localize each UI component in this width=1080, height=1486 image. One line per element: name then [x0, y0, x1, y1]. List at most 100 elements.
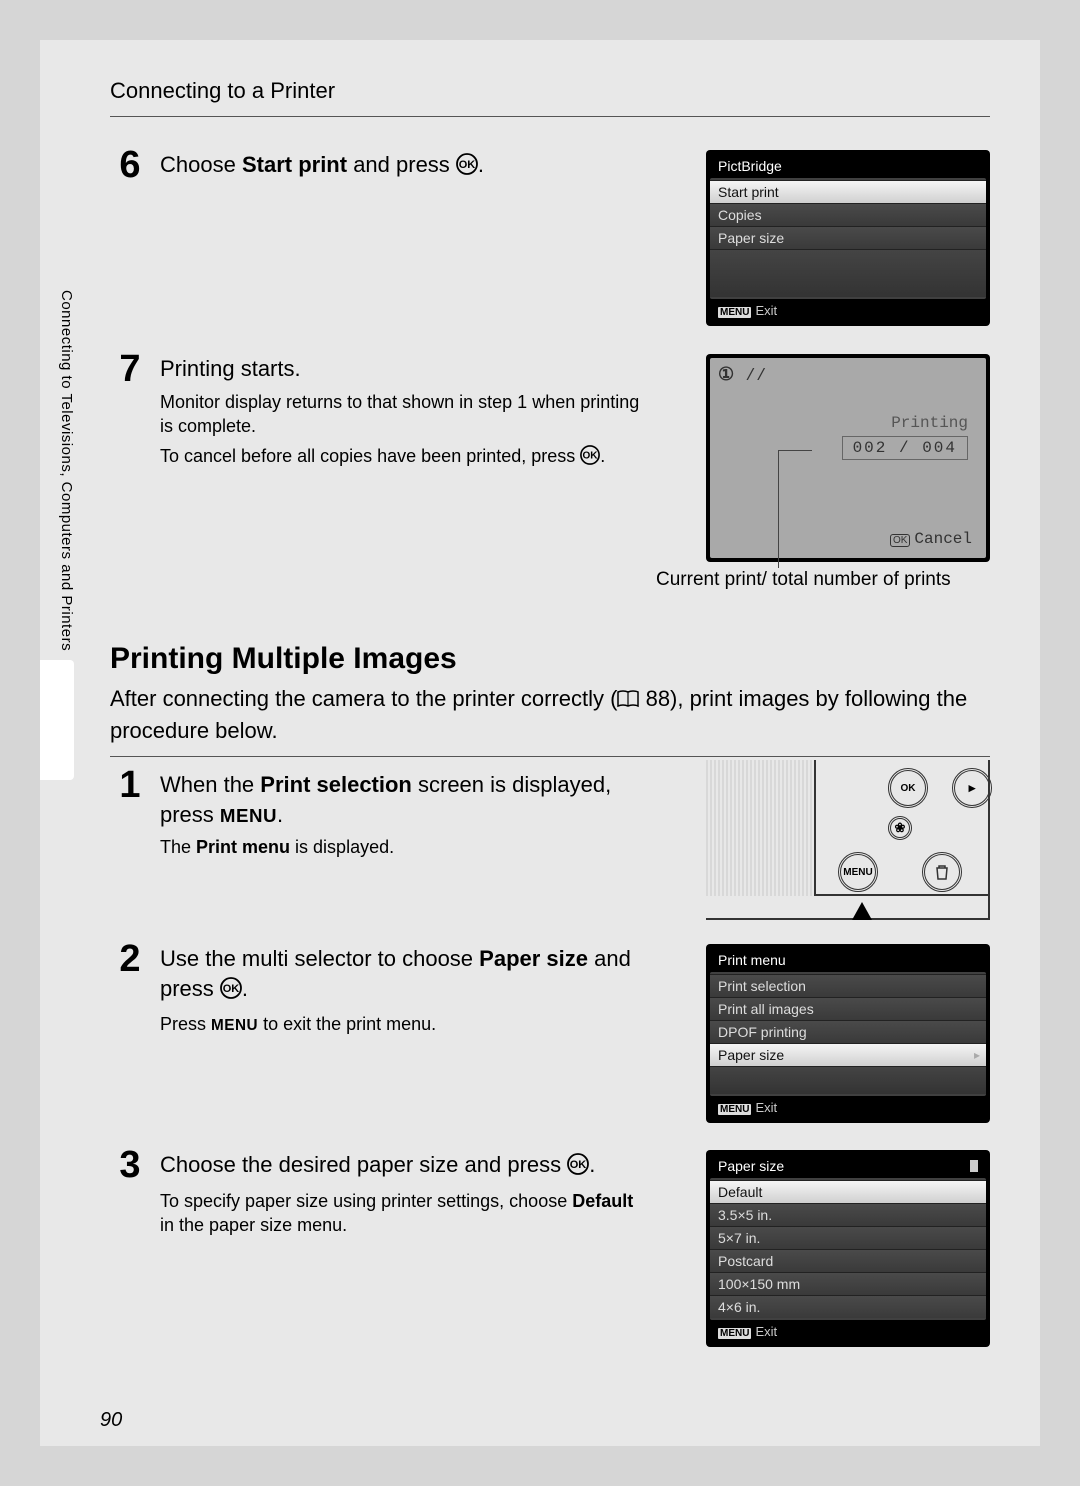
- text: is displayed.: [290, 837, 394, 857]
- camera-ok-button-icon: OK: [888, 768, 928, 808]
- text: Choose the desired paper size and press: [160, 1152, 567, 1177]
- svg-text:OK: OK: [583, 451, 599, 462]
- ok-icon: OK: [580, 445, 600, 471]
- mstep-1-heading: When the Print selection screen is displ…: [160, 770, 640, 829]
- text: Press: [160, 1014, 211, 1034]
- printing-count: 002 / 004: [842, 436, 968, 460]
- ok-icon: OK: [220, 977, 242, 1007]
- text: After connecting the camera to the print…: [110, 686, 617, 711]
- menu-badge-icon: MENU: [718, 1104, 751, 1115]
- text: The: [160, 837, 196, 857]
- mstep-2-desc: Press MENU to exit the print menu.: [160, 1012, 640, 1037]
- section-intro: After connecting the camera to the print…: [110, 684, 990, 745]
- text: To specify paper size using printer sett…: [160, 1191, 572, 1211]
- menu-badge-icon: MENU: [718, 1328, 751, 1339]
- text: Choose: [160, 152, 242, 177]
- page-header-title: Connecting to a Printer: [110, 78, 335, 104]
- text: Paper size: [718, 1047, 784, 1063]
- camera-trash-button-icon: [922, 852, 962, 892]
- text: Paper size: [718, 1158, 784, 1174]
- lcd-row: Postcard: [710, 1249, 986, 1272]
- mstep-2-heading: Use the multi selector to choose Paper s…: [160, 944, 640, 1006]
- lcd-footer: MENU Exit: [710, 1320, 986, 1343]
- lcd-spacer: [710, 1066, 986, 1094]
- mstep-3-heading: Choose the desired paper size and press …: [160, 1150, 640, 1183]
- text: To cancel before all copies have been pr…: [160, 446, 580, 466]
- chevron-right-icon: ▸: [974, 1048, 980, 1062]
- menu-word: MENU: [211, 1017, 258, 1034]
- step-number: 2: [110, 938, 150, 981]
- camera-back-diagram: OK ▸ ❀ MENU: [706, 760, 990, 920]
- caption-current-print: Current print/ total number of prints: [656, 568, 951, 593]
- ok-icon: OK: [567, 1153, 589, 1183]
- svg-text:OK: OK: [223, 983, 240, 995]
- lcd-row: 5×7 in.: [710, 1226, 986, 1249]
- callout-line: [778, 450, 779, 568]
- lcd-row: Paper size: [710, 226, 986, 249]
- lcd-menu: Start print Copies Paper size: [710, 178, 986, 299]
- text: Exit: [755, 1324, 777, 1339]
- lcd-title: Print menu: [710, 948, 986, 972]
- side-tab: [40, 660, 74, 780]
- lcd-row: Copies: [710, 203, 986, 226]
- printing-cancel: OKCancel: [890, 530, 972, 548]
- page: Connecting to a Printer Connecting to Te…: [40, 40, 1040, 1446]
- text-bold: Print menu: [196, 837, 290, 857]
- lcd-row: 3.5×5 in.: [710, 1203, 986, 1226]
- step-number: 7: [110, 348, 150, 391]
- svg-text:OK: OK: [570, 1159, 587, 1171]
- step-number: 3: [110, 1144, 150, 1187]
- text: .: [589, 1152, 595, 1177]
- lcd-row: 4×6 in.: [710, 1295, 986, 1318]
- lcd-title: Paper size: [710, 1154, 986, 1178]
- text-bold: Start print: [242, 152, 347, 177]
- text: in the paper size menu.: [160, 1215, 347, 1235]
- lcd-row: Print selection: [710, 974, 986, 997]
- ok-icon: OK: [456, 153, 478, 183]
- lcd-footer: MENUExit: [710, 299, 986, 322]
- section-heading: Printing Multiple Images: [110, 642, 457, 676]
- printing-label: Printing: [891, 414, 968, 432]
- camera-screen-edge: [706, 760, 816, 896]
- lcd-row: Default: [710, 1180, 986, 1203]
- lcd-pictbridge: PictBridge Start print Copies Paper size…: [706, 150, 990, 326]
- mstep-3-desc: To specify paper size using printer sett…: [160, 1189, 640, 1238]
- book-reference-icon: [617, 686, 639, 716]
- step-number: 1: [110, 764, 150, 807]
- menu-badge-icon: MENU: [718, 307, 751, 318]
- lcd-spacer: [710, 249, 986, 297]
- text-bold: Paper size: [479, 946, 588, 971]
- lcd-print-menu: Print menu Print selection Print all ima…: [706, 944, 990, 1123]
- step-7-heading: Printing starts.: [160, 354, 640, 384]
- text: .: [242, 976, 248, 1001]
- lcd-row: DPOF printing: [710, 1020, 986, 1043]
- arrow-up-icon: [852, 902, 872, 920]
- svg-text:OK: OK: [459, 159, 476, 171]
- text: .: [277, 802, 283, 827]
- text: .: [600, 446, 605, 466]
- header-rule: [110, 116, 990, 117]
- step-7-desc1: Monitor display returns to that shown in…: [160, 390, 640, 439]
- side-chapter-label: Connecting to Televisions, Computers and…: [58, 290, 75, 651]
- printing-topleft-icon: ① ⁄⁄: [718, 364, 767, 386]
- page-number: 90: [100, 1409, 122, 1432]
- camera-play-button-icon: ▸: [952, 768, 992, 808]
- lcd-row: 100×150 mm: [710, 1272, 986, 1295]
- step-7-desc2: To cancel before all copies have been pr…: [160, 444, 640, 471]
- camera-flower-button-icon: ❀: [888, 816, 912, 840]
- text: and press: [347, 152, 456, 177]
- camera-menu-button-icon: MENU: [838, 852, 878, 892]
- ok-icon: OK: [890, 534, 910, 547]
- text: to exit the print menu.: [258, 1014, 436, 1034]
- lcd-paper-size: Paper size Default 3.5×5 in. 5×7 in. Pos…: [706, 1150, 990, 1347]
- text: When the: [160, 772, 260, 797]
- lcd-menu: Print selection Print all images DPOF pr…: [710, 972, 986, 1096]
- text: .: [478, 152, 484, 177]
- lcd-row: Paper size ▸: [710, 1043, 986, 1066]
- text-bold: Default: [572, 1191, 633, 1211]
- mstep-1-desc: The Print menu is displayed.: [160, 835, 640, 859]
- section-rule: [110, 756, 990, 757]
- lcd-printing-inner: ① ⁄⁄ Printing 002 / 004 OKCancel: [710, 358, 986, 558]
- lcd-row: Print all images: [710, 997, 986, 1020]
- lcd-row: Start print: [710, 180, 986, 203]
